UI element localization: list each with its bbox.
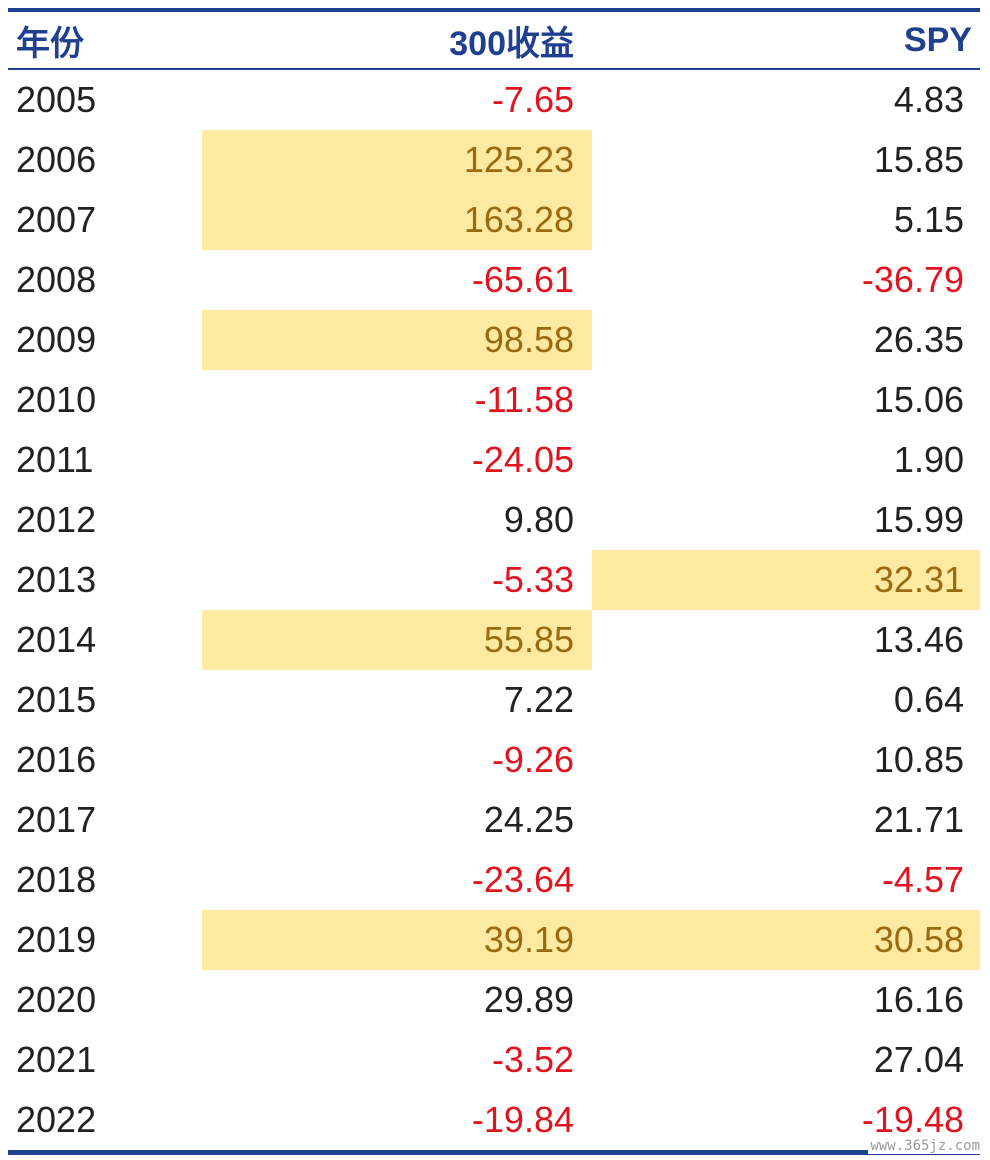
spy-return-cell: -4.57: [881, 859, 964, 900]
table-row: 2021 -3.52 27.04: [8, 1030, 980, 1090]
spy-return-cell: 27.04: [873, 1039, 964, 1080]
year-cell: 2008: [16, 259, 97, 300]
year-cell: 2016: [16, 739, 97, 780]
table-row: 2017 24.25 21.71: [8, 790, 980, 850]
table-bottom-rule: [8, 1150, 980, 1155]
table-row: 2007 163.28 5.15: [8, 190, 980, 250]
table-row: 2015 7.22 0.64: [8, 670, 980, 730]
year-cell: 2018: [16, 859, 97, 900]
table-row: 2008 -65.61 -36.79: [8, 250, 980, 310]
year-cell: 2021: [16, 1039, 97, 1080]
table-row: 2014 55.85 13.46: [8, 610, 980, 670]
table-row: 2009 98.58 26.35: [8, 310, 980, 370]
year-cell: 2006: [16, 139, 97, 180]
csi300-return-cell: 9.80: [503, 499, 574, 540]
year-cell: 2005: [16, 79, 97, 120]
spy-return-cell: 0.64: [893, 679, 964, 720]
table-row: 2006 125.23 15.85: [8, 130, 980, 190]
spy-return-cell: 21.71: [873, 799, 964, 840]
csi300-return-cell: -5.33: [491, 559, 574, 600]
spy-return-cell: 15.85: [873, 139, 964, 180]
table-row: 2011 -24.05 1.90: [8, 430, 980, 490]
csi300-return-cell: -65.61: [471, 259, 574, 300]
table-row: 2018 -23.64 -4.57: [8, 850, 980, 910]
table-row: 2012 9.80 15.99: [8, 490, 980, 550]
csi300-return-cell: -3.52: [491, 1039, 574, 1080]
spy-return-cell: 15.99: [873, 499, 964, 540]
csi300-return-cell: -19.84: [471, 1099, 574, 1140]
table-row: 2020 29.89 16.16: [8, 970, 980, 1030]
spy-return-cell: 10.85: [873, 739, 964, 780]
csi300-return-cell: 98.58: [202, 310, 592, 370]
table-row: 2010 -11.58 15.06: [8, 370, 980, 430]
year-cell: 2012: [16, 499, 97, 540]
watermark-text: www.365jz.com: [868, 1138, 982, 1154]
spy-return-cell: 16.16: [873, 979, 964, 1020]
spy-return-cell: 4.83: [893, 79, 964, 120]
spy-return-cell: 13.46: [873, 619, 964, 660]
year-cell: 2007: [16, 199, 97, 240]
year-cell: 2015: [16, 679, 97, 720]
table-row: 2022 -19.84 -19.48: [8, 1090, 980, 1150]
spy-return-cell: 32.31: [592, 550, 980, 610]
spy-return-cell: 30.58: [592, 910, 980, 970]
year-cell: 2011: [16, 439, 94, 480]
csi300-return-cell: 55.85: [202, 610, 592, 670]
spy-return-cell: 26.35: [873, 319, 964, 360]
year-cell: 2009: [16, 319, 97, 360]
csi300-return-cell: -23.64: [471, 859, 574, 900]
year-cell: 2017: [16, 799, 97, 840]
spy-return-cell: -19.48: [861, 1099, 964, 1140]
table-body: 2005 -7.65 4.83 2006 125.23 15.85 2007 163.28 5.…: [8, 70, 980, 1150]
spy-return-cell: 15.06: [873, 379, 964, 420]
year-cell: 2010: [16, 379, 97, 420]
csi300-return-cell: 29.89: [483, 979, 574, 1020]
csi300-return-cell: 39.19: [202, 910, 592, 970]
csi300-return-cell: -11.58: [474, 379, 574, 420]
csi300-return-cell: 24.25: [483, 799, 574, 840]
table-header-row: 年份 300收益 SPY: [8, 12, 980, 70]
csi300-return-cell: 125.23: [202, 130, 592, 190]
spy-return-cell: -36.79: [861, 259, 964, 300]
year-cell: 2022: [16, 1099, 97, 1140]
year-cell: 2020: [16, 979, 97, 1020]
year-cell: 2019: [16, 919, 97, 960]
year-cell: 2013: [16, 559, 97, 600]
csi300-return-cell: -24.05: [471, 439, 574, 480]
csi300-return-cell: 7.22: [503, 679, 574, 720]
table-row: 2016 -9.26 10.85: [8, 730, 980, 790]
returns-table: 年份 300收益 SPY 2005 -7.65 4.83 2006 125.23 15.8…: [8, 8, 980, 1155]
header-spy: SPY: [903, 20, 972, 59]
header-csi300-return: 300收益: [449, 24, 574, 63]
table-row: 2019 39.19 30.58: [8, 910, 980, 970]
table-top-rule: [8, 8, 980, 12]
csi300-return-cell: -7.65: [491, 79, 574, 120]
csi300-return-cell: -9.26: [491, 739, 574, 780]
table-row: 2005 -7.65 4.83: [8, 70, 980, 130]
header-year: 年份: [16, 24, 84, 63]
table-row: 2013 -5.33 32.31: [8, 550, 980, 610]
year-cell: 2014: [16, 619, 97, 660]
spy-return-cell: 1.90: [893, 439, 964, 480]
spy-return-cell: 5.15: [893, 199, 964, 240]
csi300-return-cell: 163.28: [202, 190, 592, 250]
